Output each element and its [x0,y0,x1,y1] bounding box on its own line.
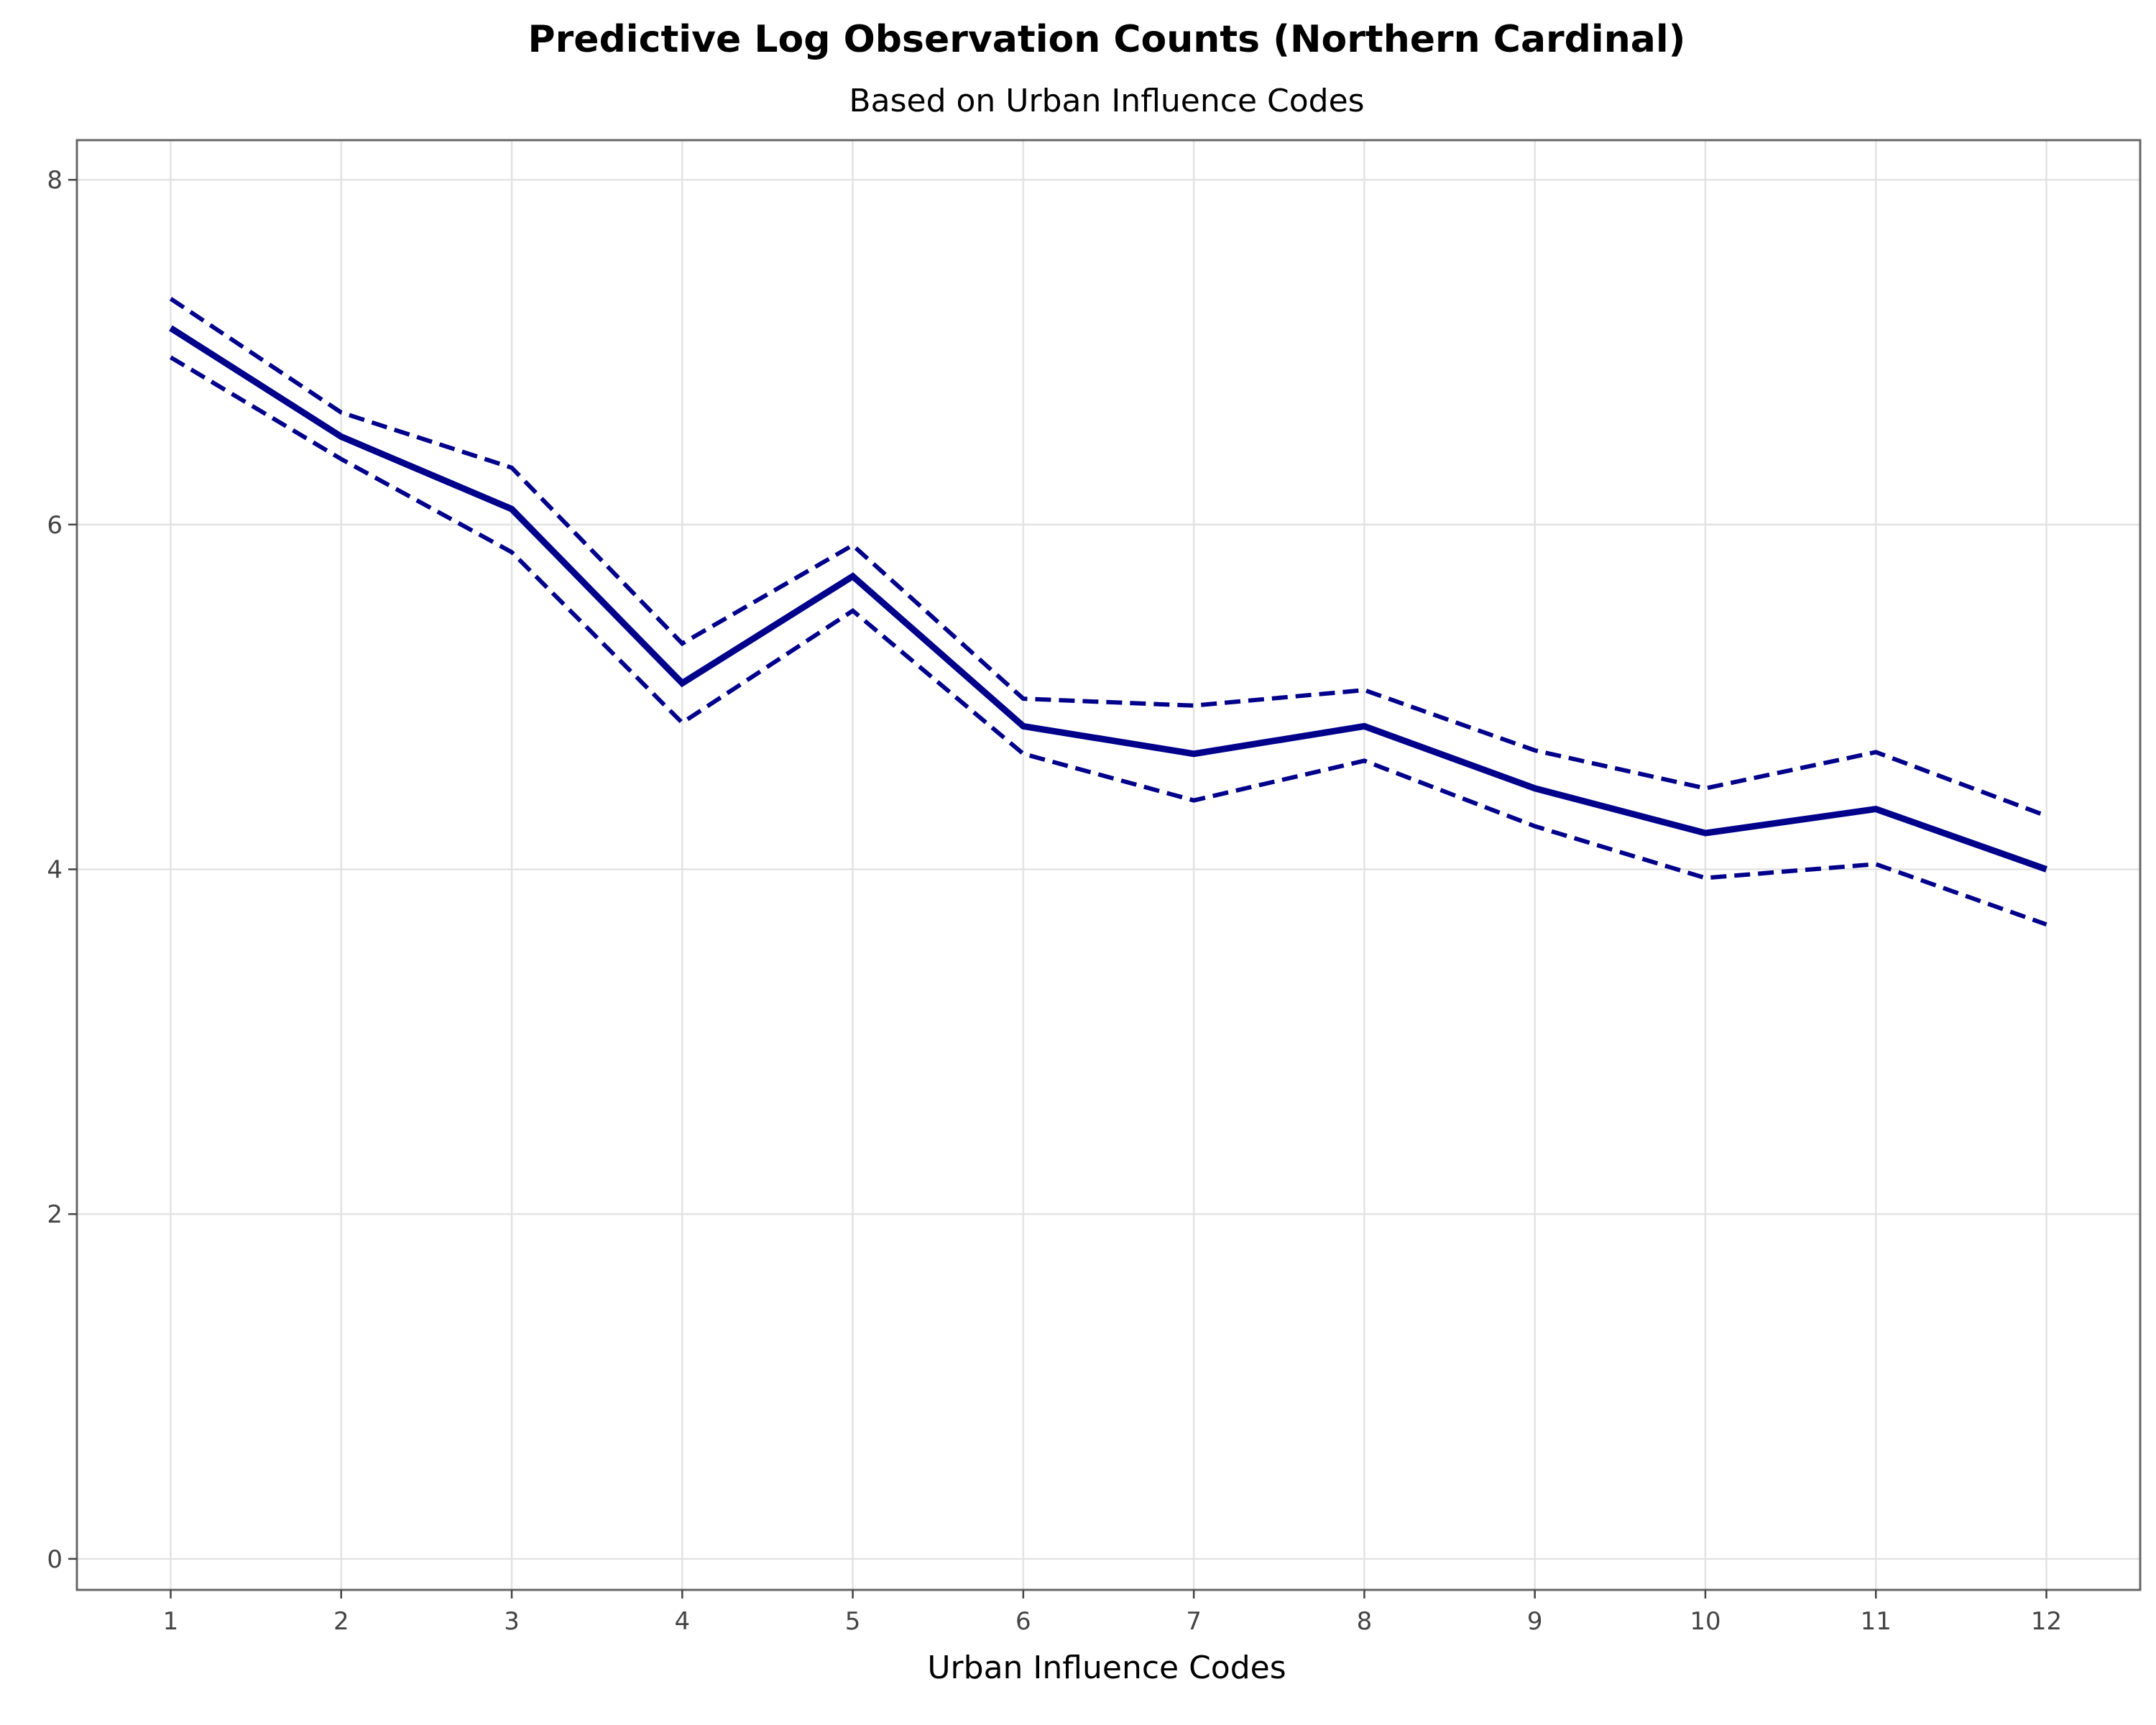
x-tick-label: 5 [845,1607,861,1636]
series-group [169,297,2048,927]
chart-title: Predictive Log Observation Counts (North… [528,18,1686,61]
x-axis-label: Urban Influence Codes [927,1650,1286,1686]
series-line-lower [169,355,2047,927]
y-tick-label: 4 [47,855,63,884]
x-tick-label: 11 [1861,1607,1892,1636]
x-tick-label: 10 [1690,1607,1720,1636]
x-tick-label: 3 [504,1607,520,1636]
x-tick-label: 6 [1015,1607,1031,1636]
y-tick-label: 6 [47,511,63,540]
x-tick-label: 9 [1527,1607,1543,1636]
x-tick-label: 12 [2031,1607,2062,1636]
x-tick-label: 8 [1357,1607,1373,1636]
x-tick-label: 7 [1186,1607,1202,1636]
plot-frame [75,139,2142,1591]
x-tick-label: 2 [333,1607,349,1636]
x-tick-label: 1 [163,1607,179,1636]
grid [77,140,2140,1590]
y-tick-label: 2 [47,1200,63,1229]
series-line-upper [169,297,2047,818]
y-tick-label: 0 [47,1545,63,1574]
y-tick-label: 8 [47,166,63,195]
chart-subtitle: Based on Urban Influence Codes [849,83,1364,119]
x-tick-label: 4 [674,1607,690,1636]
series-line-predicted [169,325,2048,873]
